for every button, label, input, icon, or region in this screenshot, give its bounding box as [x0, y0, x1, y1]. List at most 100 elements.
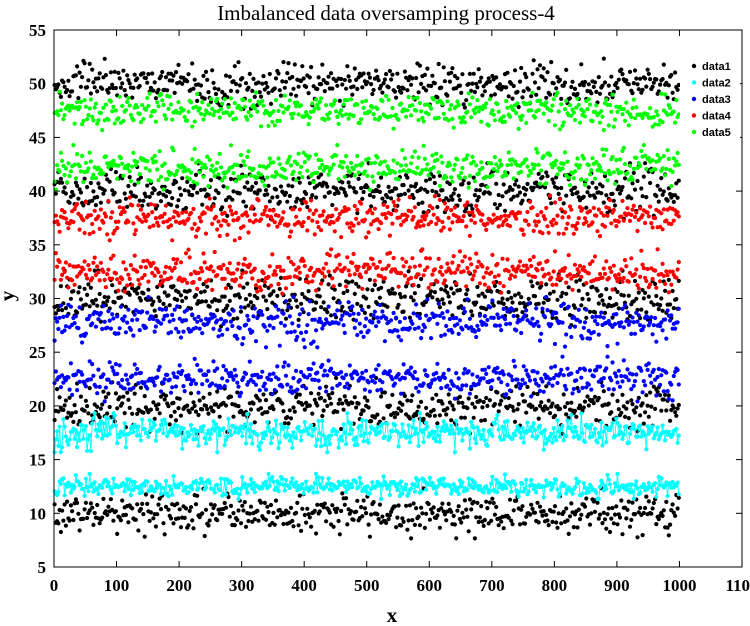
data-point	[537, 338, 543, 343]
data-point	[241, 412, 246, 417]
data-point	[152, 187, 157, 192]
data-point	[202, 289, 207, 294]
data-point	[380, 196, 385, 201]
chart-title: Imbalanced data oversamping process-4	[217, 1, 555, 25]
data-point	[123, 196, 128, 201]
data-point	[472, 89, 477, 95]
data-point	[96, 367, 101, 372]
data-points	[52, 56, 681, 541]
data-point	[411, 282, 416, 288]
data-point	[484, 395, 489, 401]
data-point	[427, 517, 432, 522]
data-point	[549, 60, 554, 65]
data-point	[460, 383, 465, 388]
data-point	[320, 418, 325, 423]
data-point	[524, 410, 529, 415]
data-point	[354, 405, 359, 410]
data-point	[305, 204, 310, 210]
data-point	[404, 482, 409, 487]
data-point	[439, 333, 444, 339]
data-point	[455, 76, 460, 81]
data-point	[615, 420, 620, 426]
data-point	[355, 86, 360, 92]
data-point	[294, 298, 299, 303]
data-point	[435, 204, 440, 210]
data-point	[615, 398, 620, 404]
data-point	[228, 319, 234, 324]
data-point	[98, 406, 103, 411]
data-point	[175, 297, 180, 302]
data-point	[430, 272, 435, 277]
data-point	[634, 405, 639, 410]
data-point	[472, 436, 477, 441]
data-point	[540, 75, 545, 80]
data-point	[190, 61, 195, 66]
data-point	[309, 391, 314, 396]
data-point	[367, 431, 372, 436]
data-point	[664, 336, 669, 341]
data-point	[112, 300, 117, 305]
data-point	[482, 438, 487, 443]
data-point	[551, 269, 556, 274]
data-point	[273, 485, 279, 491]
data-point	[484, 484, 489, 489]
data-point	[130, 286, 135, 291]
data-point	[385, 195, 390, 200]
data-point	[240, 342, 245, 347]
data-point	[395, 328, 400, 333]
data-point	[265, 420, 270, 425]
data-point	[387, 513, 392, 518]
data-point	[542, 315, 548, 320]
data-point	[365, 287, 370, 292]
data-point	[110, 312, 115, 317]
data-point	[581, 481, 586, 486]
data-point	[589, 387, 594, 392]
data-point	[501, 483, 506, 488]
data-point	[309, 423, 314, 428]
data-point	[466, 476, 471, 481]
data-point	[425, 66, 430, 71]
data-point	[374, 68, 379, 73]
data-point	[299, 301, 304, 306]
data-point	[496, 427, 501, 432]
data-point	[106, 504, 111, 509]
data-point	[444, 422, 449, 428]
data-point	[634, 267, 639, 272]
data-point	[640, 390, 645, 395]
data-point	[222, 500, 227, 506]
data-point	[304, 479, 309, 484]
data-point	[629, 196, 634, 201]
data-point	[171, 400, 176, 405]
data-point	[188, 391, 194, 396]
data-point	[654, 393, 659, 398]
data-point	[245, 412, 250, 417]
data-point	[206, 193, 211, 198]
data-point	[67, 263, 72, 268]
data-point	[634, 372, 639, 377]
data-point	[126, 397, 131, 402]
data-point	[375, 265, 380, 270]
data-point	[505, 419, 510, 424]
data-point	[190, 486, 195, 492]
data-point	[187, 288, 192, 293]
data-point	[586, 382, 591, 387]
data-point	[491, 315, 496, 320]
data-point	[387, 68, 392, 74]
data-point	[130, 373, 135, 378]
data-point	[660, 513, 665, 519]
data-point	[170, 425, 175, 431]
data-point	[586, 403, 591, 408]
data-point	[223, 403, 229, 408]
data-point	[351, 251, 356, 257]
data-point	[82, 176, 87, 181]
data-point	[510, 522, 515, 527]
data-point	[459, 484, 464, 489]
data-point	[421, 210, 426, 215]
data-point	[262, 483, 267, 488]
data-point	[117, 199, 122, 204]
data-point	[421, 381, 426, 386]
data-point	[400, 516, 405, 521]
data-point	[401, 264, 406, 269]
data-point	[564, 412, 569, 417]
data-point	[65, 275, 70, 280]
